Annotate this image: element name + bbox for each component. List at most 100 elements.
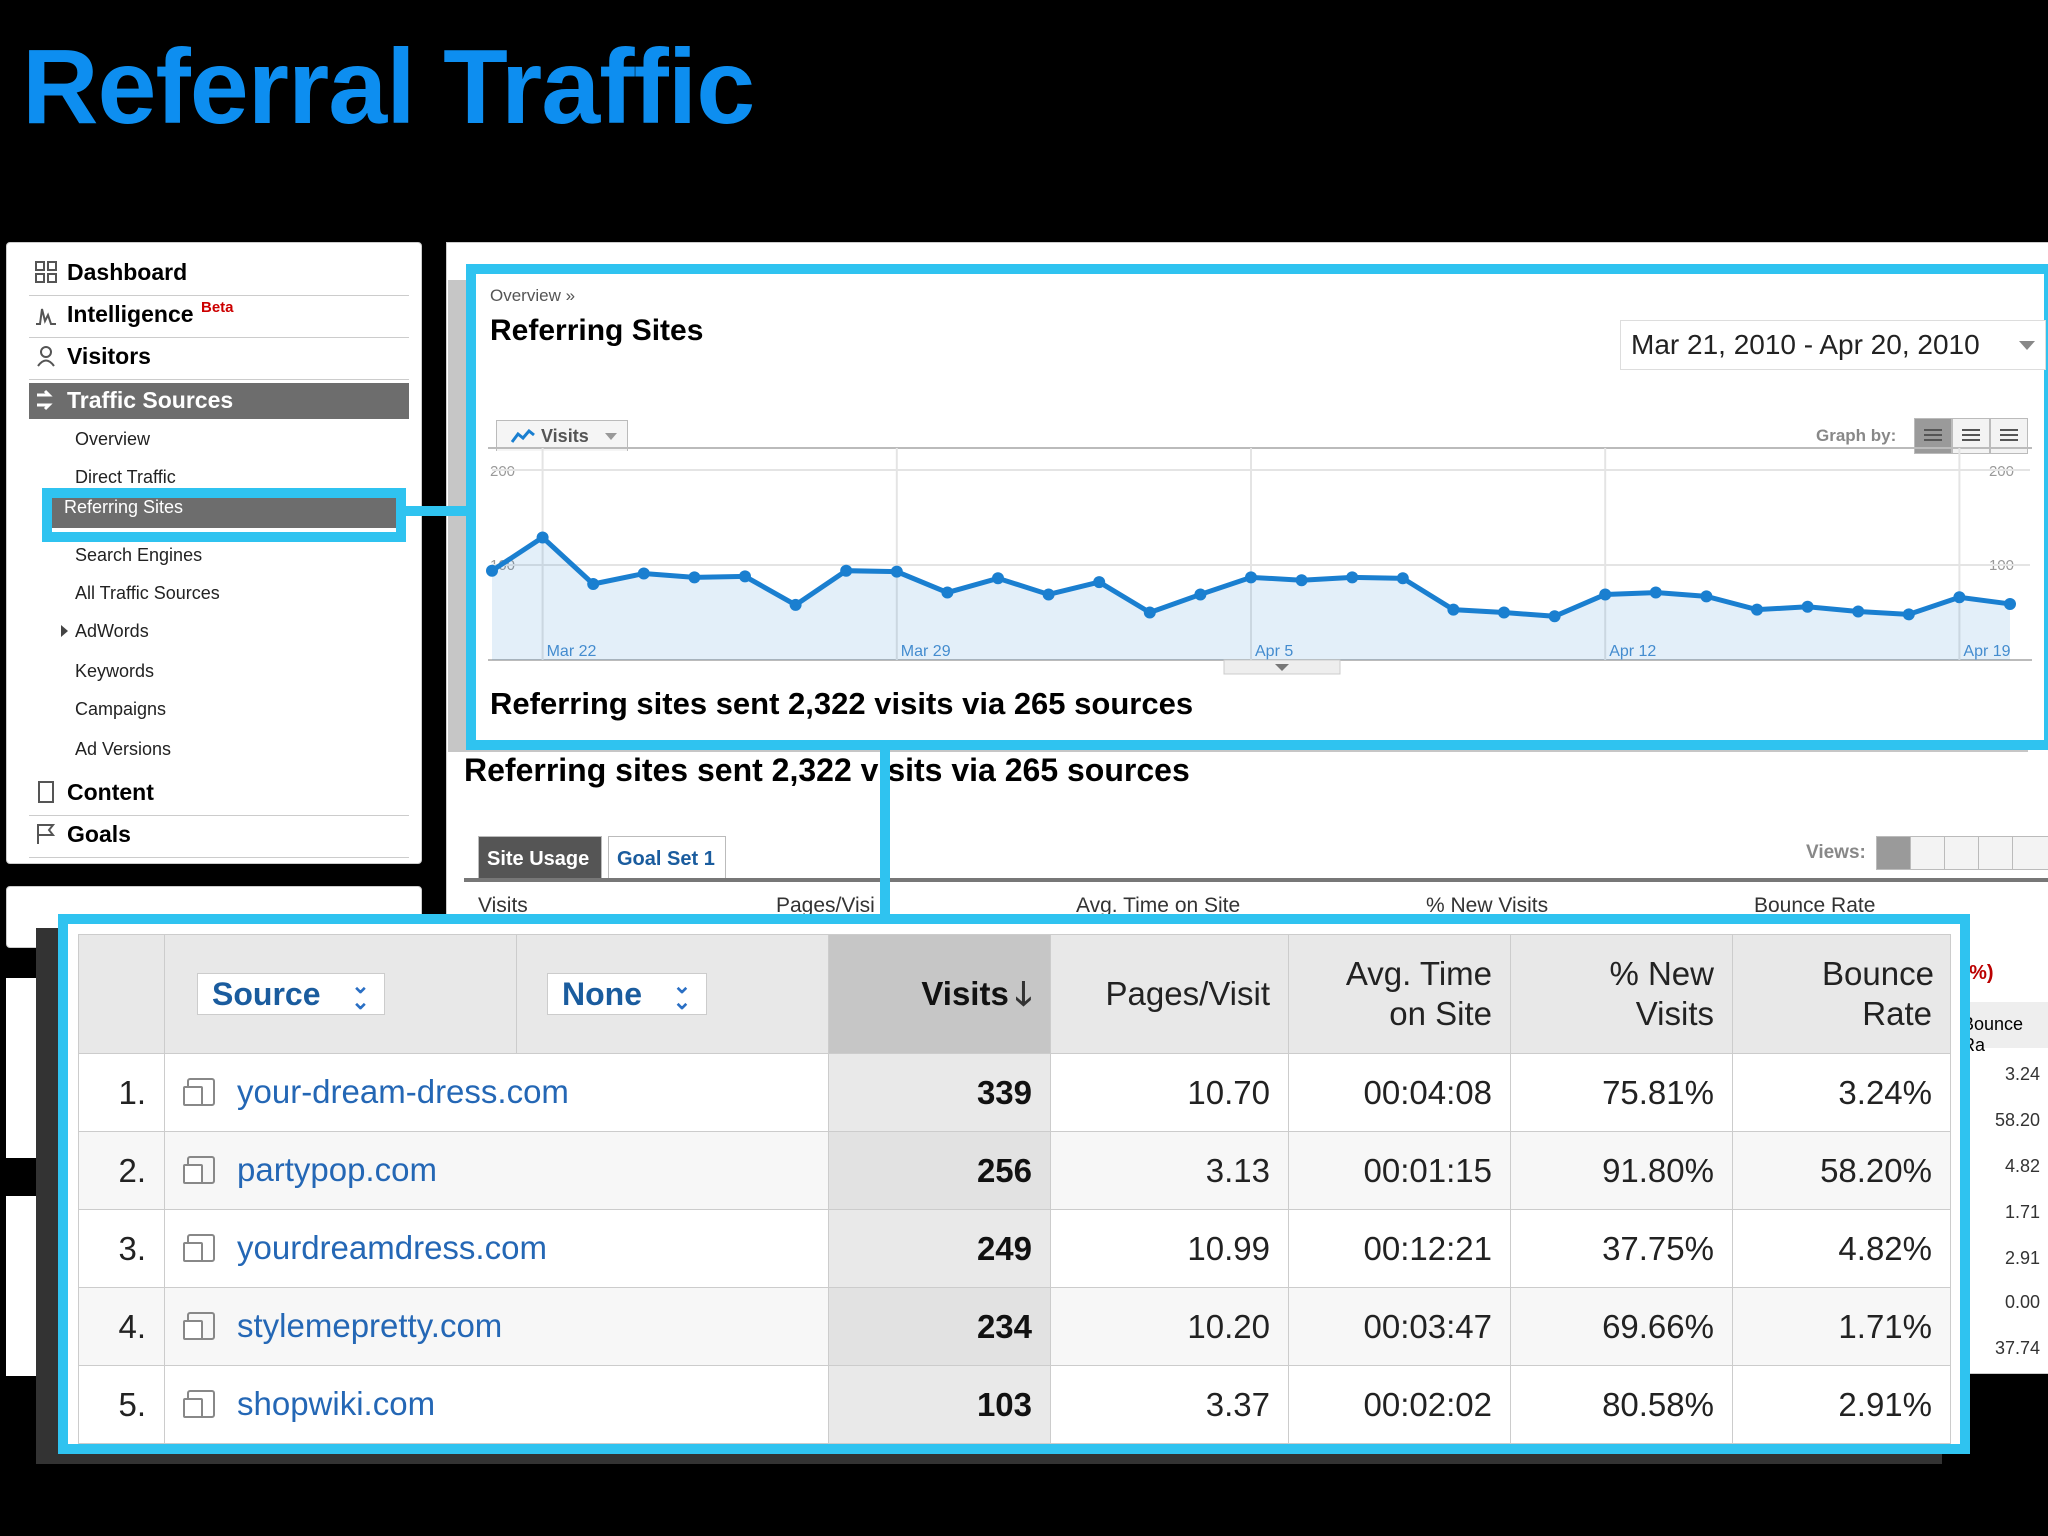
visits-line-chart: 200 100 200 100 Mar 22 Mar 29 Apr 5 Apr 12 A… [486, 447, 2032, 675]
visits-value: 249 [828, 1209, 1051, 1288]
avg-time-value: 00:04:08 [1288, 1053, 1511, 1132]
nav-ad-versions[interactable]: Ad Versions [75, 739, 172, 759]
data-point [1852, 605, 1865, 618]
pages-visit-value: 3.37 [1050, 1365, 1289, 1444]
metric-label: Visits [541, 426, 589, 446]
view-table-button[interactable] [1876, 836, 1914, 870]
data-point [1599, 588, 1612, 601]
nav-keywords[interactable]: Keywords [75, 661, 155, 681]
tab-site-usage[interactable]: Site Usage [478, 836, 602, 882]
summary-text: Referring sites sent 2,322 visits via 26… [464, 752, 1190, 788]
data-point [1143, 606, 1156, 619]
visits-value: 256 [828, 1131, 1051, 1210]
data-point [1447, 603, 1460, 616]
data-point [1751, 603, 1763, 616]
nav-intelligence[interactable]: Intelligence Beta [29, 297, 409, 338]
data-point [1801, 600, 1814, 613]
chart-area-fill [492, 537, 2010, 660]
graph-by-label: Graph by: [1816, 426, 1897, 445]
breadcrumb[interactable]: Overview » [490, 286, 576, 305]
new-visits-value: 91.80% [1510, 1131, 1733, 1210]
view-performance-button[interactable] [1944, 836, 1982, 870]
data-point [1346, 571, 1359, 584]
nav-traffic-sources[interactable]: Traffic Sources [29, 383, 409, 419]
external-link-icon[interactable] [183, 1234, 215, 1262]
nav-campaigns[interactable]: Campaigns [75, 699, 167, 719]
data-point [688, 571, 701, 584]
nav-overview[interactable]: Overview [75, 429, 151, 449]
nav-dashboard[interactable]: Dashboard [29, 255, 409, 296]
nav-direct-traffic[interactable]: Direct Traffic [75, 467, 176, 487]
data-point [941, 586, 954, 599]
x-tick-label: Mar 29 [901, 643, 951, 660]
referring-sites-table: Source ⌄ ⌄ None ⌄ ⌄ Visits 🡓 Pages/Visit Avg.… [78, 934, 1951, 1444]
sidebar: Dashboard Intelligence Beta Visitors Tra… [6, 242, 422, 864]
nav-visitors[interactable]: Visitors [29, 339, 409, 380]
source-link[interactable]: your-dream-dress.com [237, 1073, 569, 1110]
external-link-icon[interactable] [183, 1156, 215, 1184]
nav-label: Intelligence [67, 301, 194, 327]
column-header-new-visits[interactable]: % New Visits [1510, 934, 1733, 1054]
nav-highlight-box [42, 488, 406, 542]
column-header-pages-visit[interactable]: Pages/Visit [1050, 934, 1289, 1054]
visits-value: 103 [828, 1365, 1051, 1444]
nav-content[interactable]: Content [29, 775, 409, 816]
source-link[interactable]: partypop.com [237, 1151, 437, 1188]
new-visits-value: 80.58% [1510, 1365, 1733, 1444]
tab-label: Site Usage [487, 848, 590, 870]
summary-text-highlight: Referring sites sent 2,322 visits via 26… [490, 686, 1194, 721]
column-header-avg-time[interactable]: Avg. Time on Site [1288, 934, 1511, 1054]
visitors-icon [37, 346, 55, 367]
source-link[interactable]: stylemepretty.com [237, 1307, 503, 1344]
column-label: Pages/Visit [1105, 975, 1270, 1012]
data-point [1093, 576, 1106, 589]
column-header-visits[interactable]: Visits 🡓 [828, 934, 1051, 1054]
column-header-bounce-rate[interactable]: Bounce Rate [1732, 934, 1951, 1054]
beta-badge: Beta [201, 299, 234, 316]
source-link[interactable]: shopwiki.com [237, 1385, 436, 1422]
nav-label: AdWords [75, 621, 149, 641]
chart-points [486, 531, 2016, 623]
new-visits-value: 69.66% [1510, 1287, 1733, 1366]
table-row: 3. yourdreamdress.com 249 10.99 00:12:21… [78, 1209, 1951, 1288]
data-point [1953, 591, 1966, 604]
tab-goal-set-1[interactable]: Goal Set 1 [608, 836, 726, 882]
avg-time-value: 00:02:02 [1288, 1365, 1511, 1444]
metric-selector[interactable]: Visits [496, 420, 628, 451]
view-pie-button[interactable] [1910, 836, 1948, 870]
source-cell: shopwiki.com [164, 1365, 829, 1444]
primary-dimension-selector[interactable]: Source ⌄ ⌄ [197, 973, 386, 1015]
date-range-text: Mar 21, 2010 - Apr 20, 2010 [1631, 329, 1980, 360]
data-point [739, 570, 751, 583]
bg-value: 4.82 [2004, 1156, 2040, 1176]
data-point [1548, 610, 1561, 623]
bg-value: 1.71 [2004, 1202, 2040, 1222]
y-tick-label-right: 200 [1989, 463, 2014, 480]
nav-label: Dashboard [67, 259, 188, 285]
expand-arrow-icon [61, 625, 68, 637]
bg-value: 0.00 [2004, 1292, 2040, 1312]
intelligence-icon [36, 308, 56, 325]
double-chevron-icon: ⌄ ⌄ [672, 973, 692, 1014]
line-chart-icon [511, 429, 535, 443]
date-range-picker[interactable]: Mar 21, 2010 - Apr 20, 2010 [1620, 320, 2046, 370]
sort-down-arrow-icon: 🡓 [1014, 975, 1032, 1012]
nav-adwords[interactable]: AdWords [61, 621, 149, 642]
data-point [840, 564, 853, 577]
external-link-icon[interactable] [183, 1078, 215, 1106]
nav-all-traffic-sources[interactable]: All Traffic Sources [75, 583, 220, 603]
bg-value: 58.20 [1994, 1110, 2040, 1130]
source-link[interactable]: yourdreamdress.com [237, 1229, 547, 1266]
column-label: Avg. Time on Site [1345, 955, 1492, 1032]
external-link-icon[interactable] [183, 1312, 215, 1340]
nav-label: Traffic Sources [67, 387, 234, 413]
nav-goals[interactable]: Goals [29, 817, 409, 858]
nav-search-engines[interactable]: Search Engines [75, 545, 203, 565]
tab-underline [464, 878, 2048, 882]
secondary-dimension-selector[interactable]: None ⌄ ⌄ [547, 973, 707, 1015]
external-link-icon[interactable] [183, 1390, 215, 1418]
view-comparison-button[interactable] [1978, 836, 2016, 870]
bounce-rate-value: 58.20% [1732, 1131, 1951, 1210]
column-label: Visits [921, 975, 1009, 1012]
view-pivot-button[interactable] [2012, 836, 2048, 870]
